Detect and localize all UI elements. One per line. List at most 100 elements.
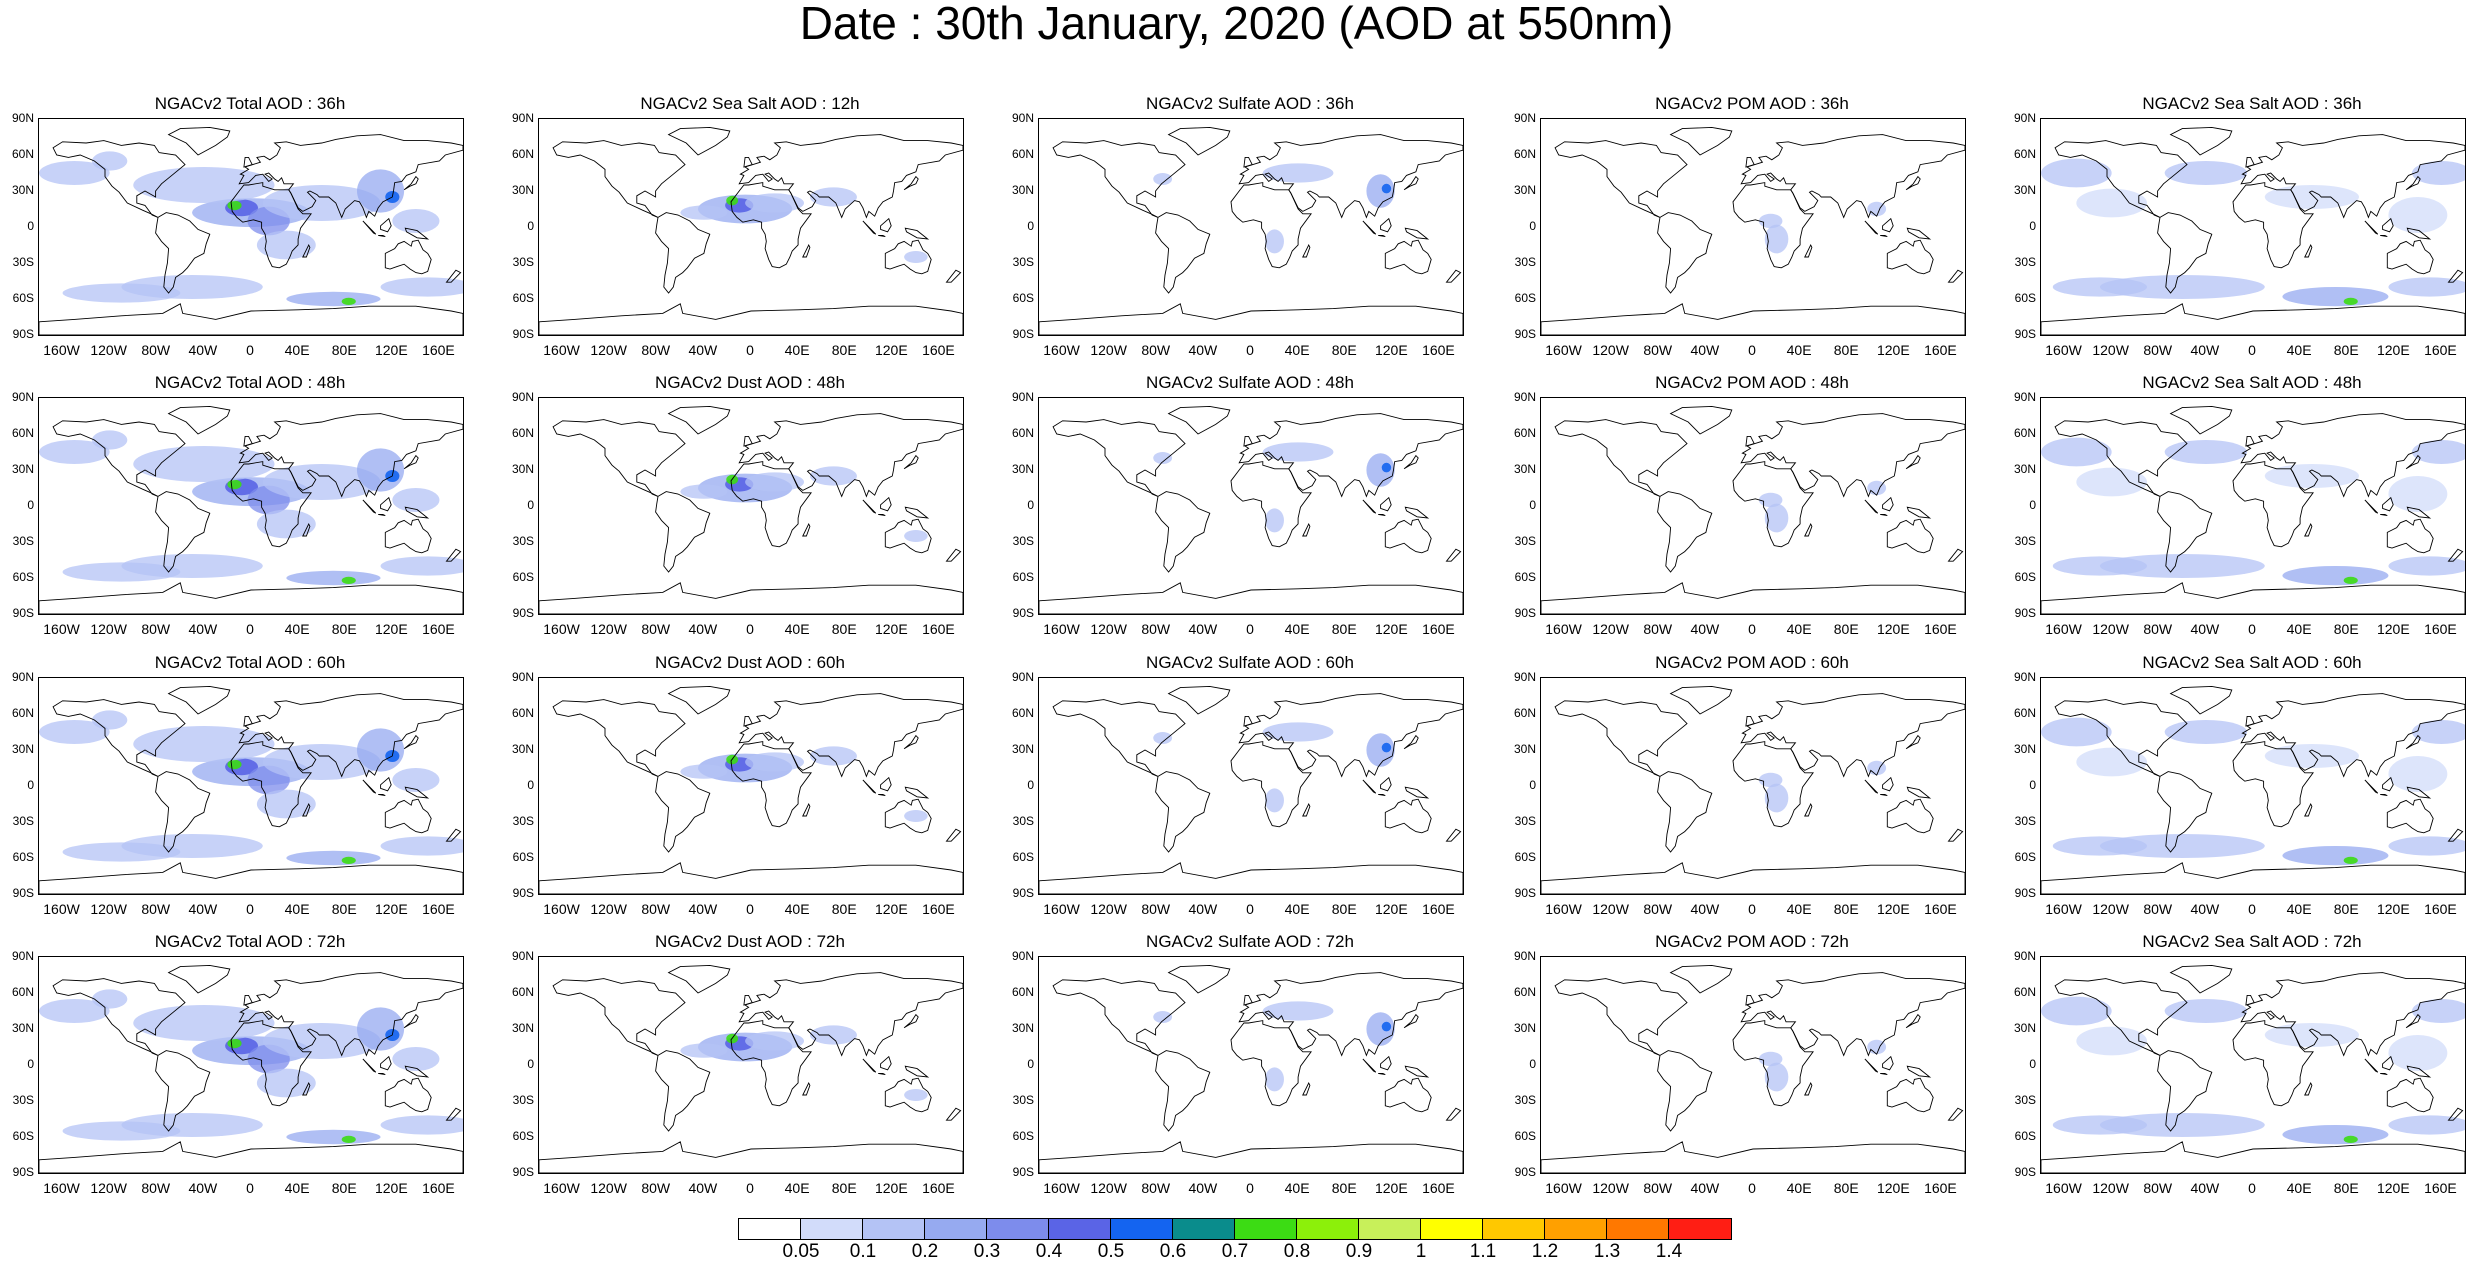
coastline [362,499,377,514]
lat-tick-label: 90N [512,111,535,125]
lat-tick-label: 60S [2014,850,2036,864]
aod-plume [380,277,463,297]
aod-plume [2041,437,2112,467]
lon-tick-label: 160E [922,621,955,637]
lat-tick-label: 0 [1529,219,1536,233]
aod-plume [2076,747,2147,777]
coastline [1052,978,1186,1056]
coastline [1378,1072,1386,1076]
panel-title: NGACv2 Dust AOD : 72h [655,932,845,951]
lat-tick-label: 90N [512,949,535,963]
coastline [1740,134,1965,219]
lat-tick-label: 30S [512,534,534,548]
aod-plume [262,464,381,500]
coastline [1362,1058,1377,1073]
aod-plume [809,746,857,766]
coastline [539,303,963,335]
coastline [802,522,811,537]
lat-tick-label: 0 [2029,498,2036,512]
lon-tick-label: 120W [90,621,127,637]
coastline [2405,454,2421,470]
aod-plume [357,448,405,492]
coastline [302,522,311,537]
coastline [1039,303,1463,335]
lon-tick-label: 80W [1643,621,1673,637]
lat-tick-label: 90N [12,111,35,125]
lon-tick-label: 0 [746,1180,754,1196]
lat-tick-label: 60N [1514,706,1537,720]
coastline [2240,413,2465,498]
coastline [878,513,886,517]
aod-plume [2099,1113,2265,1137]
colorbar-swatch [1049,1219,1111,1239]
lat-tick-label: 60N [1012,426,1035,440]
coastline [380,217,392,233]
panel-title: NGACv2 Total AOD : 48h [154,373,346,392]
lat-tick-label: 30N [1514,462,1537,476]
coastline [362,220,377,235]
coastline [802,1081,811,1096]
lon-tick-label: 40W [688,342,718,358]
coastline [2405,734,2421,750]
coastline [862,1058,877,1073]
coastline [1384,798,1432,834]
lon-tick-label: 40E [1284,1180,1310,1196]
lat-tick-label: 90S [1012,327,1034,341]
coastline [2041,303,2465,335]
lon-tick-label: 160E [1422,621,1455,637]
coastline [1804,522,1813,537]
coastline [167,126,231,156]
lat-tick-label: 30N [1514,742,1537,756]
lon-tick-label: 80E [2333,621,2359,637]
coastline [2041,1141,2465,1173]
aod-plume [2282,1125,2389,1145]
coastline [1864,220,1879,235]
lon-tick-label: 0 [2248,621,2256,637]
world-map [538,677,964,895]
aod-plume [62,562,181,582]
lat-tick-label: 90N [512,670,535,684]
aod-plume [2164,999,2248,1023]
coastline [1732,461,1814,548]
aod-plume [1265,1067,1284,1092]
lon-tick-label: 0 [246,901,254,917]
coastline [2364,220,2379,235]
map-canvas [1039,405,1463,614]
coastline [155,212,211,294]
coastline [1740,693,1965,778]
coastline [1445,548,1462,562]
lat-tick-label: 60S [1514,1129,1536,1143]
lat-tick-label: 60S [1012,570,1034,584]
lat-tick-label: 60S [512,291,534,305]
coastline [52,419,186,497]
coastline [2041,862,2465,894]
aod-plume [1764,783,1789,813]
coastline [1882,776,1894,792]
panel-title: NGACv2 POM AOD : 36h [1655,94,1849,113]
coastline [2169,405,2233,435]
coastline [903,454,919,470]
lat-tick-label: 30N [1012,183,1035,197]
coastline [1380,217,1392,233]
coastline [2406,227,2432,240]
aod-plume [2412,999,2465,1023]
lon-tick-label: 40W [1188,621,1218,637]
aod-plume [2412,161,2465,185]
coastline [1238,413,1463,498]
aod-plume [380,836,463,856]
panel-title: NGACv2 Sea Salt AOD : 12h [640,94,860,113]
map-canvas [1039,964,1463,1173]
map-canvas [539,964,963,1173]
coastline [243,715,253,727]
coastline [1669,685,1733,715]
lon-tick-label: 120W [590,901,627,917]
colorbar-swatch [1483,1219,1545,1239]
coastline [667,964,731,994]
coastline [1732,182,1814,269]
aod-plume [2264,744,2359,768]
coastline [39,862,463,894]
lon-tick-label: 0 [1246,342,1254,358]
coastline [1384,1077,1432,1113]
lon-tick-label: 0 [2248,1180,2256,1196]
coastline [1657,212,1713,294]
